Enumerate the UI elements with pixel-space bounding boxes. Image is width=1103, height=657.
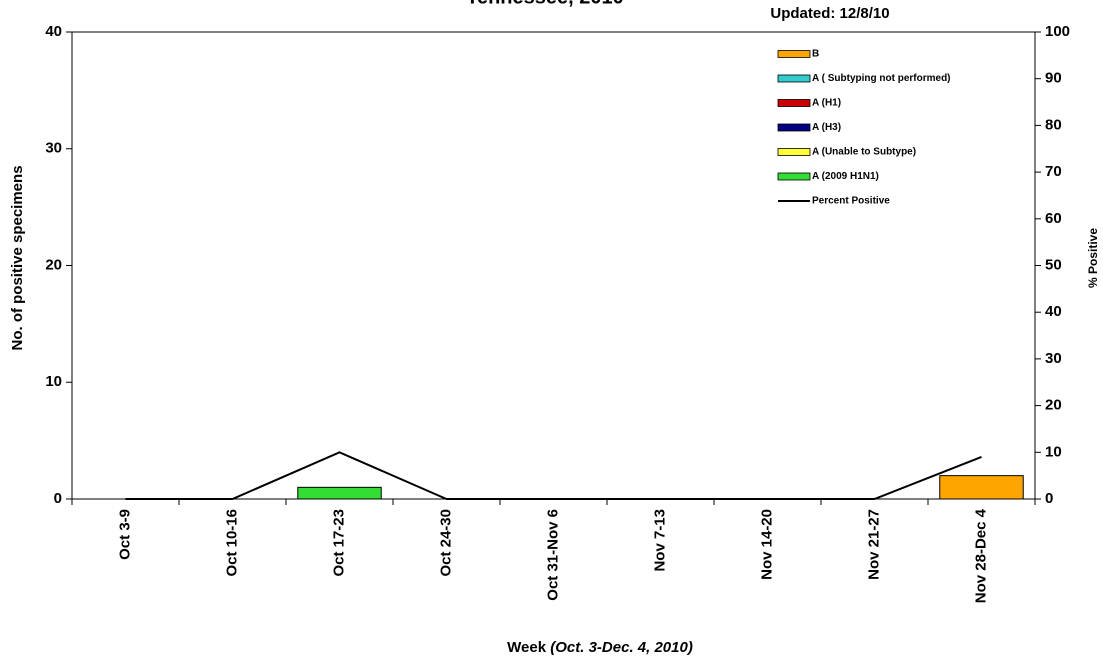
y2-tick-label: 90: [1045, 70, 1062, 87]
x-label-main: Week: [507, 639, 547, 656]
y-tick-label: 10: [45, 373, 62, 390]
y2-tick-label: 50: [1045, 256, 1062, 273]
y2-tick-label: 40: [1045, 303, 1062, 320]
y2-tick-label: 30: [1045, 350, 1062, 367]
legend-swatch: [777, 74, 811, 83]
x-tick-label: Oct 3-9: [116, 509, 133, 560]
legend-label: B: [812, 49, 819, 60]
legend-swatch: [777, 172, 811, 181]
y-tick-label: 20: [45, 256, 62, 273]
y2-tick-label: 70: [1045, 163, 1062, 180]
bar: [297, 486, 382, 500]
y2-axis-label: % Positive: [1086, 228, 1100, 288]
legend-swatch: [777, 99, 811, 107]
y-tick-label: 30: [45, 140, 62, 157]
legend-swatch: [777, 123, 811, 132]
x-tick-label: Oct 17-23: [330, 509, 347, 577]
y-tick-label: 0: [54, 490, 62, 507]
y2-tick-label: 60: [1045, 210, 1062, 227]
x-tick-label: Nov 7-13: [651, 509, 668, 572]
plot-area: [71, 31, 1036, 500]
y-tick-label: 40: [45, 23, 62, 40]
x-tick-label: Oct 10-16: [223, 509, 240, 577]
legend-label: A ( Subtyping not performed): [812, 73, 951, 84]
x-axis-label: Week (Oct. 3-Dec. 4, 2010): [507, 639, 693, 656]
x-label-note: (Oct. 3-Dec. 4, 2010): [550, 639, 693, 656]
y2-tick-label: 100: [1045, 23, 1070, 40]
legend-label: Percent Positive: [812, 196, 890, 207]
y2-tick-label: 20: [1045, 397, 1062, 414]
legend-swatch: [777, 50, 811, 58]
x-tick-label: Oct 24-30: [437, 509, 454, 577]
x-tick-label: Nov 14-20: [758, 509, 775, 580]
legend-label: A (Unable to Subtype): [812, 147, 916, 158]
y2-tick-label: 80: [1045, 116, 1062, 133]
x-tick-label: Oct 31-Nov 6: [544, 509, 561, 601]
line: [125, 451, 982, 500]
y-axis-label: No. of positive specimens: [9, 165, 26, 350]
legend-label: A (2009 H1N1): [812, 171, 879, 182]
x-tick-label: Nov 28-Dec 4: [972, 508, 989, 603]
legend-swatch: [777, 148, 811, 156]
y2-tick-label: 0: [1045, 490, 1053, 507]
annotation: Updated: 12/8/10: [770, 5, 889, 22]
legend-label: A (H1): [812, 98, 841, 109]
bar: [939, 475, 1024, 500]
y2-tick-label: 10: [1045, 443, 1062, 460]
chart-title: Tennessee, 2010: [466, 0, 624, 8]
legend-label: A (H3): [812, 122, 841, 133]
x-tick-label: Nov 21-27: [865, 509, 882, 580]
